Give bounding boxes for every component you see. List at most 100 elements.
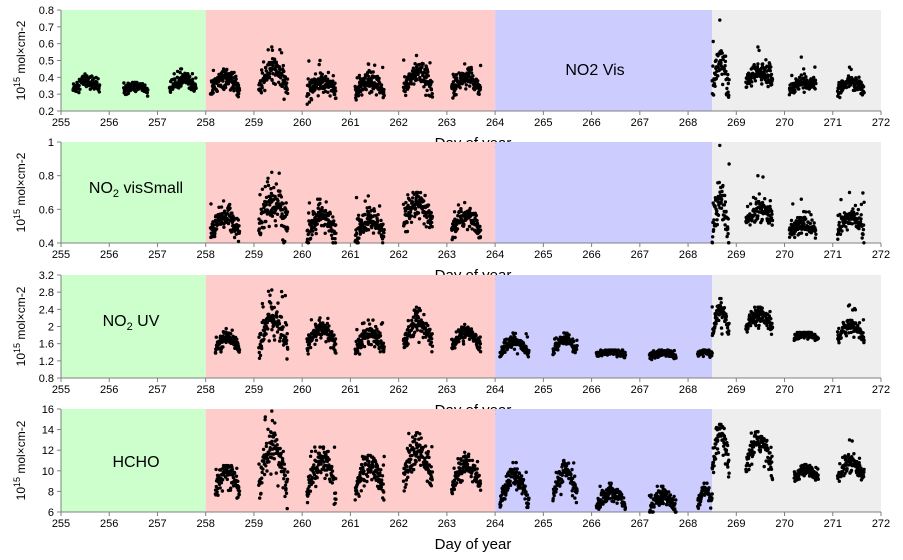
data-point (221, 478, 225, 482)
x-tick-label: 267 (631, 518, 649, 530)
data-point (711, 39, 715, 44)
data-point (813, 236, 818, 240)
data-point (845, 228, 849, 232)
x-tick-label: 261 (341, 384, 359, 396)
data-point (403, 485, 407, 489)
data-point (853, 203, 858, 208)
data-point (766, 84, 770, 89)
data-point (727, 329, 731, 333)
data-point (97, 83, 102, 87)
data-point (308, 230, 312, 234)
data-point (229, 332, 233, 336)
x-tick-label: 261 (341, 518, 359, 530)
data-point (266, 427, 270, 431)
data-point (312, 211, 316, 215)
x-tick-label: 258 (197, 384, 215, 396)
data-point (194, 86, 198, 91)
data-point (363, 212, 367, 217)
data-point (672, 348, 676, 353)
data-point (377, 204, 382, 208)
data-point (236, 239, 241, 244)
data-point (370, 90, 374, 94)
data-point (861, 335, 866, 339)
data-point (380, 321, 385, 325)
data-point (855, 212, 859, 216)
data-point (375, 219, 380, 223)
data-point (413, 62, 417, 66)
data-point (839, 197, 843, 202)
data-point (382, 345, 386, 349)
data-point (420, 65, 424, 69)
panel-label: NO2 Vis (565, 62, 624, 79)
y-tick-label: 0.3 (39, 89, 54, 101)
data-point (260, 481, 264, 485)
data-point (412, 82, 416, 86)
data-point (415, 328, 419, 332)
data-point (719, 61, 723, 65)
x-tick-label: 272 (872, 117, 890, 129)
data-point (370, 225, 374, 230)
data-point (414, 190, 419, 195)
data-point (269, 301, 273, 305)
data-point (428, 327, 432, 332)
data-point (282, 97, 286, 101)
data-point (465, 227, 470, 232)
data-point (325, 473, 329, 477)
data-point (429, 88, 434, 92)
data-point (404, 464, 409, 469)
data-point (223, 85, 228, 90)
data-point (674, 356, 678, 360)
x-tick-label: 255 (52, 518, 70, 530)
data-point (334, 231, 338, 235)
data-point (221, 199, 226, 203)
x-tick-label: 255 (52, 117, 70, 129)
data-point (263, 88, 267, 93)
data-point (90, 74, 94, 78)
data-point (469, 71, 474, 75)
data-point (853, 308, 858, 312)
data-point (356, 94, 361, 98)
data-point (360, 93, 364, 97)
data-point (359, 219, 364, 224)
data-point (718, 143, 722, 148)
data-point (413, 437, 417, 441)
data-point (787, 235, 792, 239)
data-point (353, 498, 357, 502)
data-point (213, 351, 218, 355)
data-point (260, 476, 264, 480)
data-point (413, 214, 417, 219)
data-point (272, 457, 276, 461)
data-point (272, 334, 276, 338)
data-point (356, 349, 360, 353)
x-tick-label: 257 (148, 518, 166, 530)
data-point (719, 326, 724, 330)
data-point (279, 315, 284, 319)
data-point (232, 70, 236, 75)
data-point (228, 202, 232, 207)
data-point (411, 196, 415, 200)
data-point (172, 72, 176, 76)
data-point (259, 332, 263, 337)
data-point (474, 333, 478, 337)
data-point (754, 197, 758, 201)
data-point (264, 464, 268, 468)
data-point (373, 345, 377, 349)
y-tick-label: 12 (42, 445, 54, 457)
data-point (216, 493, 220, 497)
data-point (212, 223, 216, 227)
data-point (761, 62, 765, 66)
data-point (260, 71, 265, 75)
data-point (270, 328, 274, 332)
data-point (307, 211, 311, 215)
data-point (318, 201, 322, 206)
data-point (367, 459, 371, 464)
data-point (332, 445, 337, 449)
data-point (759, 207, 764, 211)
data-point (726, 227, 730, 231)
y-tick-label: 0.4 (39, 72, 54, 84)
data-point (452, 210, 457, 214)
data-point (365, 479, 369, 484)
x-tick-label: 271 (824, 518, 842, 530)
data-point (331, 215, 335, 219)
data-point (748, 223, 752, 227)
